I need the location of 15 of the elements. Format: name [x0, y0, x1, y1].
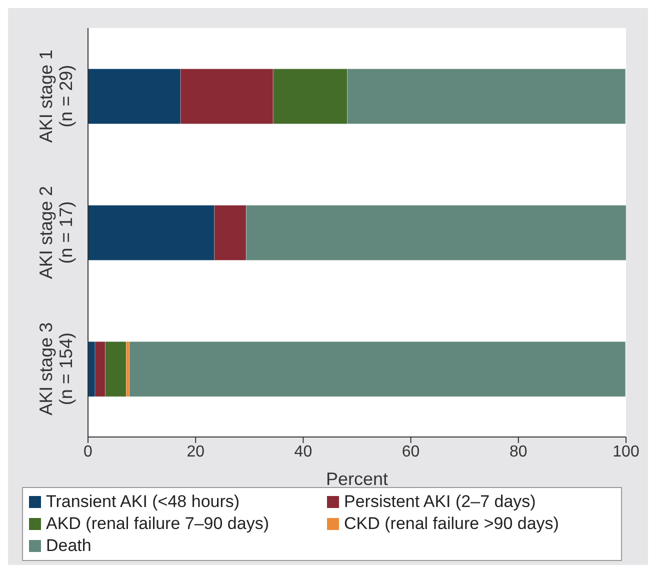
- x-tick-label: 20: [186, 443, 205, 460]
- x-tick-label: 60: [402, 443, 420, 460]
- legend-label: Transient AKI (<48 hours): [46, 492, 240, 512]
- x-axis-title: Percent: [326, 469, 388, 489]
- x-tick-label: 0: [84, 443, 93, 460]
- legend-label: Persistent AKI (2–7 days): [344, 492, 536, 512]
- y-tick-label: AKI stage 1 (n = 29): [36, 50, 76, 143]
- x-tick-label: 80: [510, 443, 528, 460]
- x-tick-label: 40: [294, 443, 312, 460]
- y-tick-label: AKI stage 2 (n = 17): [36, 186, 76, 280]
- legend-label: Death: [46, 536, 92, 556]
- x-tick-label: 100: [612, 443, 640, 460]
- y-tick-label: AKI stage 3 (n = 154): [36, 322, 76, 416]
- legend-label: AKD (renal failure 7–90 days): [46, 514, 270, 534]
- legend-label: CKD (renal failure >90 days): [344, 514, 559, 534]
